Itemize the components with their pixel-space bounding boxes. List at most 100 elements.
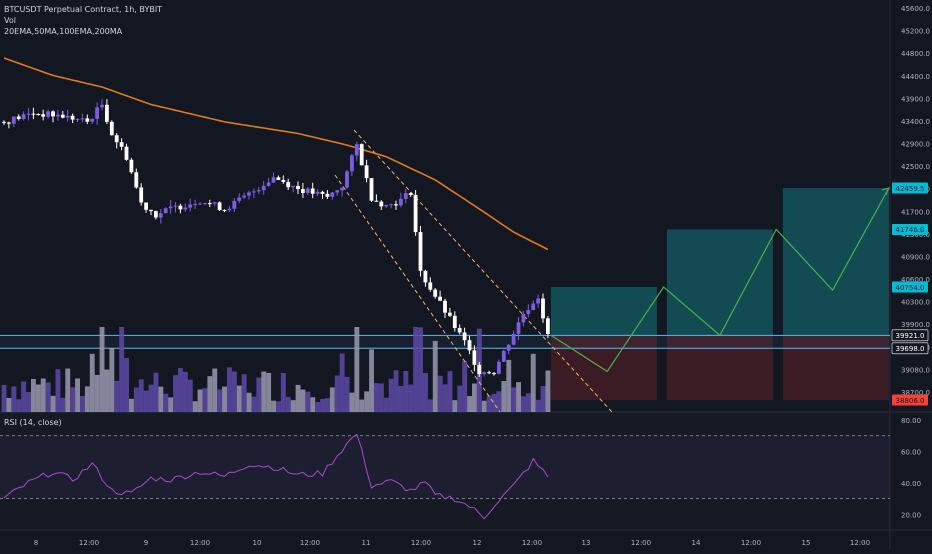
candle-body [482, 372, 487, 375]
candle-body [521, 314, 526, 323]
candle-body [11, 116, 16, 124]
candle-body [183, 207, 188, 210]
volume-bar [35, 384, 41, 412]
projection-path [550, 187, 890, 373]
volume-bar [364, 391, 370, 412]
time-tick-label: 12:00 [631, 539, 651, 547]
time-tick-label: 12:00 [79, 539, 99, 547]
volume-label[interactable]: Vol [4, 16, 16, 25]
volume-bar [369, 349, 374, 412]
candle-body [56, 114, 60, 117]
time-tick-label: 15 [802, 539, 811, 547]
volume-bar [442, 384, 448, 412]
volume-bar [354, 327, 360, 412]
rsi-line [3, 433, 549, 520]
volume-bar [40, 378, 46, 412]
candle-body [95, 107, 99, 119]
volume-bar [192, 401, 198, 412]
candle-body [70, 115, 75, 120]
candle-body [100, 104, 104, 108]
volume-bar [374, 383, 379, 412]
price-tick-label: 43900.0 [901, 95, 930, 103]
candle-body [325, 193, 330, 197]
candle-body [301, 189, 305, 193]
volume-bar [496, 391, 502, 412]
candle-body [252, 191, 256, 193]
volume-bar [315, 401, 321, 412]
candle-body [281, 180, 286, 182]
volume-bar [80, 396, 85, 412]
channel-upper-line [353, 129, 613, 413]
level-range [0, 335, 890, 349]
volume-bar [138, 379, 144, 412]
volume-bar [178, 368, 183, 412]
candle-body [266, 182, 271, 186]
volume-bar [197, 389, 203, 412]
volume-bar [114, 380, 120, 412]
price-tag-label: 38806.0 [896, 397, 925, 405]
price-tick-label: 44400.0 [901, 73, 930, 81]
volume-bar [11, 386, 17, 412]
volume-bar [256, 377, 262, 412]
candle-body [193, 204, 197, 206]
volume-bar [481, 400, 487, 412]
symbol-title[interactable]: BTCUSDT Perpetual Contract, 1h, BYBIT [4, 5, 163, 14]
candle-body [291, 185, 295, 188]
rsi-label[interactable]: RSI (14, close) [4, 418, 62, 427]
price-tag-label: 39921.0 [896, 332, 925, 340]
candle-body [516, 322, 521, 334]
candle-body [31, 113, 36, 115]
volume-bar [472, 383, 477, 412]
candle-body [212, 202, 217, 204]
candle-body [433, 289, 438, 297]
volume-bar [70, 387, 76, 412]
candle-body [448, 312, 452, 316]
volume-bar [427, 399, 433, 412]
volume-bar [393, 370, 399, 412]
candle-body [354, 144, 359, 156]
candle-body [403, 193, 408, 199]
candle-body [217, 202, 222, 211]
candle-body [536, 298, 540, 304]
candle-body [256, 190, 261, 192]
time-tick-label: 10 [253, 539, 262, 547]
volume-bar [60, 397, 66, 412]
volume-bar [26, 392, 31, 412]
price-tag-box [892, 281, 928, 293]
candle-body [452, 315, 457, 328]
candle-body [198, 203, 202, 205]
candle-body [21, 114, 26, 120]
profit-zone [782, 188, 889, 336]
time-tick-label: 12 [473, 539, 482, 547]
price-tick-label: 39900.0 [901, 321, 930, 329]
rsi-tick-label: 60.00 [901, 448, 921, 456]
volume-bar [305, 391, 311, 412]
volume-bar [408, 384, 414, 412]
volume-bar [320, 398, 325, 412]
volume-bar [143, 390, 149, 412]
profit-zone [550, 287, 657, 336]
volume-bar [50, 395, 56, 412]
indicators-label[interactable]: 20EMA,50MA,100EMA,200MA [4, 27, 123, 36]
price-tag-box [891, 342, 929, 355]
candle-body [7, 122, 11, 124]
candle-body [379, 201, 384, 207]
candle-body [247, 192, 251, 196]
candle-body [374, 200, 379, 202]
volume-bar [491, 393, 497, 412]
candle-body [149, 209, 153, 212]
candle-body [501, 350, 506, 362]
price-tag-box [892, 394, 928, 406]
candle-body [90, 118, 95, 122]
volume-bar [99, 327, 105, 412]
candle-body [114, 135, 119, 143]
candle-body [526, 310, 531, 315]
volume-bar [207, 376, 213, 412]
volume-bar [236, 385, 242, 412]
volume-bar [310, 397, 316, 412]
time-tick-label: 8 [34, 539, 38, 547]
volume-bar [148, 384, 154, 412]
candle-body [119, 142, 124, 147]
